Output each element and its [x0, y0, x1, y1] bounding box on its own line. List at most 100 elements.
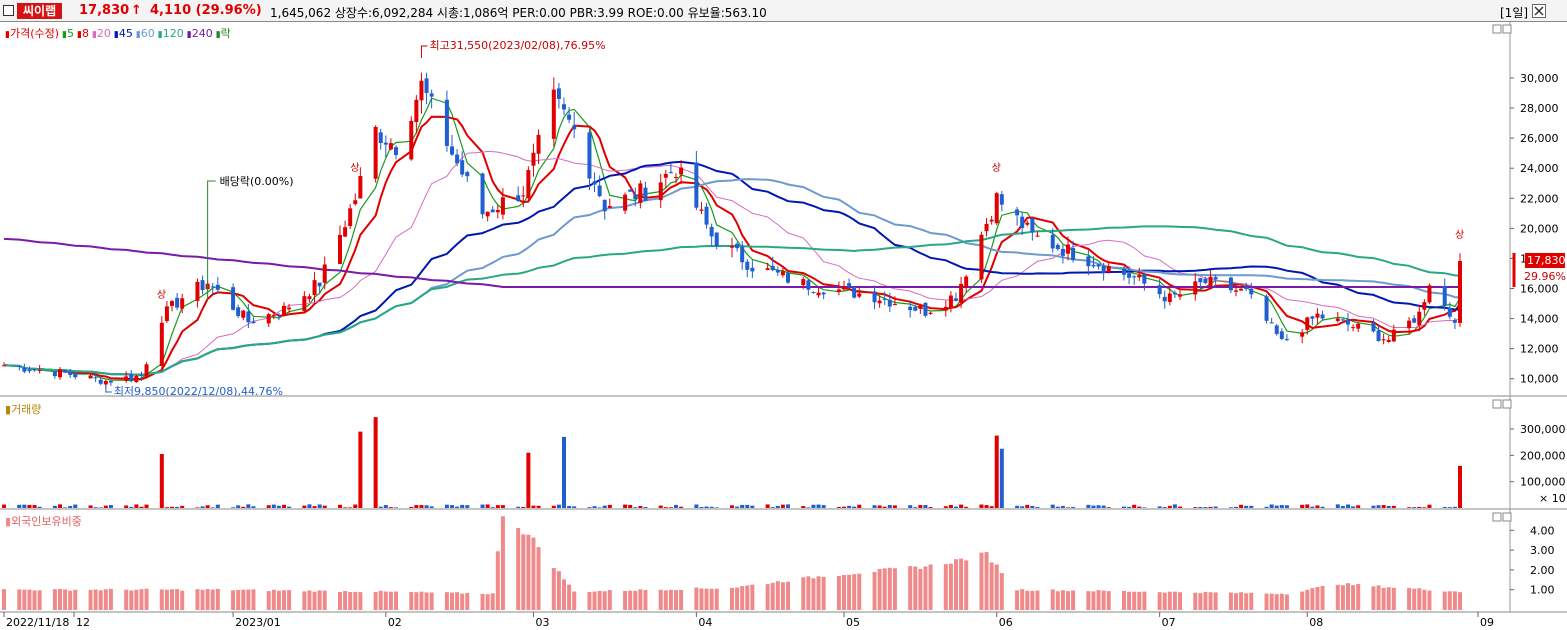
candle-body	[266, 314, 271, 324]
dividend-annotation: 배당락(0.00%)	[220, 175, 294, 188]
candle-body	[134, 375, 139, 383]
ma-line-60	[3, 178, 1461, 376]
foreign-ratio-bar	[175, 589, 180, 610]
foreign-ratio-bar	[195, 589, 200, 610]
foreign-ratio-bar	[928, 564, 933, 610]
foreign-ratio-bar	[531, 537, 536, 610]
candle-body	[32, 369, 37, 371]
volume-bar	[383, 505, 388, 508]
volume-bar	[1127, 506, 1132, 508]
volume-bar	[485, 504, 490, 508]
legend-item[interactable]: ▮5	[62, 27, 74, 40]
volume-bar	[735, 506, 740, 508]
close-icon[interactable]	[1532, 4, 1546, 18]
candle-body	[27, 369, 32, 372]
candle-body	[73, 373, 78, 378]
foreign-ratio-bar	[1122, 590, 1126, 610]
maximize-icon	[1492, 24, 1502, 34]
legend-item[interactable]: ▮120	[157, 27, 184, 40]
foreign-ratio-bar	[276, 590, 281, 610]
candle-body	[1055, 244, 1060, 249]
legend-item[interactable]: ▮8	[76, 27, 89, 40]
foreign-ratio-bar	[521, 534, 526, 610]
legend-item[interactable]: ▮가격(수정)	[5, 27, 60, 40]
foreign-ratio-bar	[419, 591, 424, 610]
volume-bar	[170, 506, 174, 508]
candle-body	[892, 303, 897, 306]
volume-bar	[887, 505, 892, 508]
candle-body	[597, 185, 602, 197]
foreign-ratio-bar	[1213, 592, 1218, 610]
foreign-ratio-bar	[1178, 592, 1182, 610]
candle-body	[1096, 264, 1101, 267]
candle-body	[1315, 313, 1320, 318]
candle-body	[1346, 319, 1350, 325]
low-annotation: 최저9,850(2022/12/08),44.76%	[114, 385, 283, 398]
foreign-ratio-bar	[714, 588, 719, 610]
candle-body	[1035, 235, 1040, 237]
volume-bar	[714, 507, 719, 508]
foreign-ratio-bar	[1127, 591, 1132, 610]
volume-bar	[1132, 504, 1137, 508]
legend-item[interactable]: ▮240	[186, 27, 213, 40]
volume-bar	[551, 505, 556, 508]
candle-body	[923, 302, 928, 316]
candle-body	[63, 370, 68, 373]
volume-bar	[353, 504, 358, 508]
candle-body	[343, 227, 348, 237]
volume-bar	[1157, 506, 1162, 508]
volume-bar	[1091, 505, 1096, 508]
foreign-ratio-bar	[801, 577, 806, 610]
foreign-ratio-bar	[882, 568, 887, 610]
legend-item[interactable]: ▮60	[135, 27, 155, 40]
foreign-ratio-bar	[643, 590, 648, 610]
foreign-ratio-bar	[989, 562, 994, 610]
legend-item[interactable]: ▮20	[91, 27, 111, 40]
foreign-ratio-bar	[129, 590, 134, 610]
candle-body	[287, 307, 292, 310]
foreign-ratio-bar	[1458, 592, 1462, 610]
volume-bar	[674, 504, 678, 508]
foreign-title: ▮외국인보유비중	[5, 515, 82, 528]
foreign-ratio-bar	[1412, 588, 1417, 610]
volume-bar	[63, 507, 68, 508]
volume-bar	[348, 507, 353, 508]
foreign-ratio-bar	[1284, 594, 1289, 610]
volume-bar	[444, 504, 449, 508]
foreign-ratio-bar	[663, 590, 668, 610]
candle-body	[1015, 209, 1020, 216]
volume-bar	[378, 506, 383, 508]
foreign-ratio-bar	[58, 588, 62, 610]
candle-body	[1427, 285, 1432, 303]
select-checkbox[interactable]	[3, 5, 14, 16]
foreign-ratio-bar	[52, 589, 57, 610]
foreign-ratio-bar	[999, 573, 1004, 610]
legend-item[interactable]: ▮락	[215, 27, 231, 40]
volume-bar	[429, 506, 434, 508]
y-tick-label: 100,000	[1520, 476, 1566, 489]
foreign-ratio-bar	[562, 579, 566, 610]
foreign-ratio-bar	[1346, 583, 1350, 610]
volume-bar	[567, 506, 572, 508]
foreign-ratio-bar	[37, 590, 42, 610]
stock-name-badge[interactable]: 씨이랩	[17, 3, 63, 19]
foreign-ratio-bar	[1030, 590, 1035, 610]
candle-body	[93, 377, 98, 379]
candle-body	[928, 312, 933, 314]
foreign-ratio-bar	[1066, 591, 1070, 610]
foreign-ratio-bar	[1101, 590, 1106, 610]
foreign-ratio-bar	[516, 528, 521, 610]
foreign-ratio-bar	[322, 590, 327, 610]
candle-body	[1356, 323, 1361, 329]
candle-body	[373, 126, 378, 179]
candle-body	[1422, 302, 1427, 310]
volume-bar	[1178, 506, 1182, 508]
candle-body	[882, 298, 887, 300]
foreign-ratio-bar	[1157, 592, 1162, 610]
foreign-ratio-bar	[913, 566, 918, 610]
legend-item[interactable]: ▮45	[113, 27, 133, 40]
period-selector[interactable]: [1일]	[1500, 6, 1529, 20]
candle-body	[1025, 222, 1030, 225]
foreign-ratio-bar	[1162, 592, 1167, 610]
